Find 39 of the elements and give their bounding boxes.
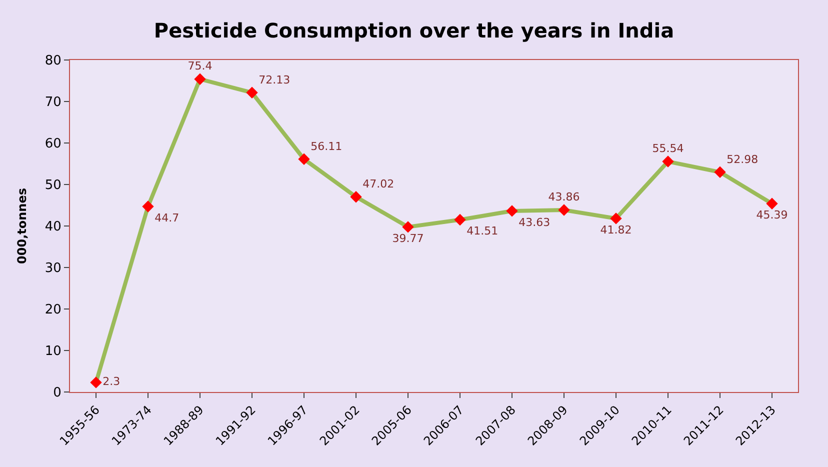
point [298, 153, 310, 165]
data-label: 72.13 [258, 73, 290, 86]
data-label: 44.7 [154, 211, 180, 224]
point [662, 156, 674, 168]
point [714, 166, 726, 178]
data-label: 56.11 [310, 140, 342, 153]
y-tick-label: 60 [44, 136, 62, 152]
y-tick-label: 20 [44, 302, 62, 318]
data-label: 39.77 [392, 232, 424, 245]
y-tick-label: 40 [44, 220, 62, 235]
point [402, 221, 414, 233]
point [350, 191, 362, 203]
data-label: 41.51 [466, 224, 498, 238]
chart-title: Pesticide Consumption over the years in India [154, 18, 674, 42]
y-axis-title: 000,tonnes [15, 188, 30, 264]
y-tick-label: 30 [44, 261, 62, 276]
data-label: 47.02 [362, 177, 394, 190]
data-label: 52.98 [726, 152, 758, 166]
point [142, 200, 154, 212]
data-label: 55.54 [652, 142, 684, 156]
data-label: 2.3 [102, 375, 120, 388]
data-label: 43.63 [518, 216, 550, 229]
point [454, 214, 466, 226]
point [90, 376, 102, 388]
point [558, 204, 570, 216]
point [246, 86, 258, 99]
point [194, 73, 206, 85]
data-label: 45.39 [756, 208, 788, 222]
data-label: 41.82 [600, 223, 632, 236]
y-tick-label: 50 [44, 178, 62, 194]
data-label: 43.86 [548, 190, 580, 204]
y-tick-label: 0 [53, 386, 62, 401]
point [506, 205, 518, 217]
point [766, 198, 778, 210]
y-tick-label: 80 [44, 54, 62, 69]
y-tick-label: 10 [44, 344, 62, 360]
point [610, 212, 622, 224]
data-label: 75.4 [188, 60, 212, 73]
y-tick-label: 70 [44, 95, 62, 110]
